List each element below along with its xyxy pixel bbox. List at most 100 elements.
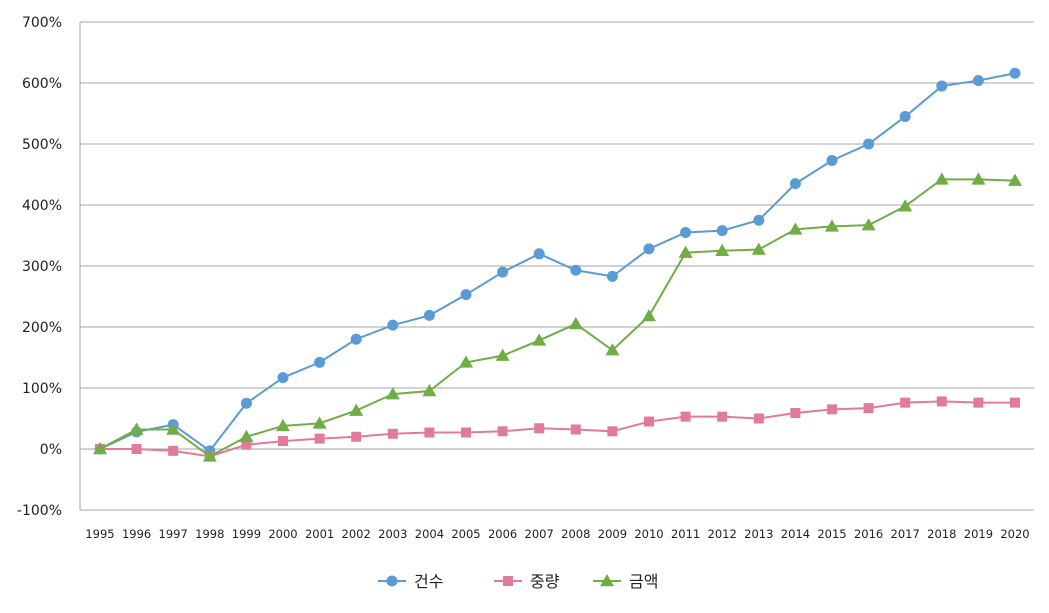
- data-point: [715, 243, 730, 256]
- x-tick-label: 2002: [342, 527, 371, 541]
- data-point: [385, 387, 400, 400]
- legend: 건수 중량 금액: [378, 572, 658, 591]
- data-point: [278, 436, 288, 447]
- data-point: [131, 444, 142, 454]
- data-point: [423, 309, 435, 321]
- data-point: [570, 424, 581, 435]
- data-point: [422, 384, 437, 397]
- data-point: [570, 264, 582, 276]
- data-point: [1008, 173, 1022, 186]
- data-point: [973, 397, 984, 408]
- x-tick-label: 2012: [708, 527, 737, 541]
- data-point: [168, 445, 179, 456]
- data-point: [751, 242, 766, 255]
- data-point: [495, 348, 510, 361]
- data-point: [424, 427, 435, 438]
- x-tick-label: 2008: [561, 527, 590, 541]
- data-point: [387, 428, 398, 439]
- legend-item-2: 중량: [494, 572, 560, 591]
- data-point: [861, 218, 876, 231]
- x-tick-label: 2018: [927, 527, 956, 541]
- data-point: [1010, 397, 1020, 408]
- y-tick-label: 500%: [22, 137, 62, 153]
- data-point: [239, 429, 254, 443]
- x-tick-label: 2000: [268, 527, 297, 541]
- x-tick-label: 2015: [817, 527, 846, 541]
- x-tick-label: 2017: [891, 527, 920, 541]
- data-point: [826, 154, 838, 166]
- x-tick-label: 2006: [488, 527, 517, 541]
- series-line: [100, 400, 1015, 458]
- data-point: [606, 270, 618, 282]
- x-tick-label: 2020: [1000, 527, 1029, 541]
- data-point: [240, 397, 252, 409]
- x-tick-label: 2005: [451, 527, 480, 541]
- x-axis-tick-labels: 1995 1996 1997 1998 1999 2000 2001 2002 2003 2004…: [85, 527, 1029, 541]
- data-point: [898, 199, 913, 212]
- x-tick-label: 1997: [159, 527, 188, 541]
- data-point: [680, 411, 691, 422]
- data-point: [568, 316, 583, 330]
- data-point: [241, 439, 252, 450]
- data-point: [312, 416, 327, 429]
- legend-marker: [386, 575, 398, 587]
- data-point: [497, 266, 509, 278]
- data-point: [1009, 67, 1021, 79]
- x-tick-label: 1998: [195, 527, 224, 541]
- data-point: [314, 433, 325, 444]
- data-point: [789, 178, 801, 190]
- y-tick-label: 400%: [22, 198, 62, 214]
- data-point: [753, 214, 765, 226]
- data-point: [534, 423, 545, 434]
- data-point: [716, 225, 728, 237]
- legend-item-3: 금액: [593, 572, 658, 591]
- data-point: [533, 248, 545, 260]
- x-tick-label: 2010: [634, 527, 663, 541]
- data-point: [717, 411, 728, 422]
- data-point: [971, 172, 986, 185]
- data-point: [93, 442, 107, 455]
- series-group: [93, 67, 1022, 462]
- data-point: [934, 172, 949, 185]
- x-tick-label: 1996: [122, 527, 151, 541]
- legend-marker: [600, 574, 614, 587]
- legend-label: 건수: [414, 572, 443, 591]
- series-line: [99, 178, 1016, 458]
- data-point: [349, 403, 364, 416]
- x-tick-label: 2009: [598, 527, 627, 541]
- data-point: [276, 418, 290, 432]
- data-point: [643, 243, 655, 255]
- x-tick-label: 2004: [415, 527, 444, 541]
- data-point: [387, 319, 399, 331]
- data-point: [459, 355, 473, 368]
- data-point: [351, 431, 362, 442]
- gridlines: [79, 21, 1034, 511]
- legend-marker: [503, 576, 513, 586]
- data-point: [532, 333, 547, 346]
- data-point: [497, 426, 508, 437]
- data-point: [825, 219, 839, 232]
- data-point: [936, 396, 947, 407]
- y-tick-label: 700%: [22, 15, 62, 31]
- data-point: [863, 138, 875, 150]
- data-point: [277, 372, 289, 384]
- data-point: [350, 333, 362, 345]
- series-2: [95, 396, 1020, 462]
- y-tick-label: 100%: [22, 381, 62, 397]
- x-tick-label: 2003: [378, 527, 407, 541]
- data-point: [936, 80, 948, 92]
- data-point: [827, 404, 837, 415]
- data-point: [790, 408, 801, 419]
- data-point: [129, 422, 144, 435]
- data-point: [644, 416, 654, 427]
- data-point: [314, 356, 326, 368]
- data-point: [788, 222, 803, 235]
- x-tick-label: 2013: [744, 527, 773, 541]
- y-tick-label: 200%: [22, 320, 62, 336]
- data-point: [607, 426, 618, 437]
- x-tick-label: 2007: [525, 527, 554, 541]
- data-point: [460, 289, 472, 301]
- legend-label: 중량: [530, 572, 560, 591]
- x-tick-label: 2014: [781, 527, 810, 541]
